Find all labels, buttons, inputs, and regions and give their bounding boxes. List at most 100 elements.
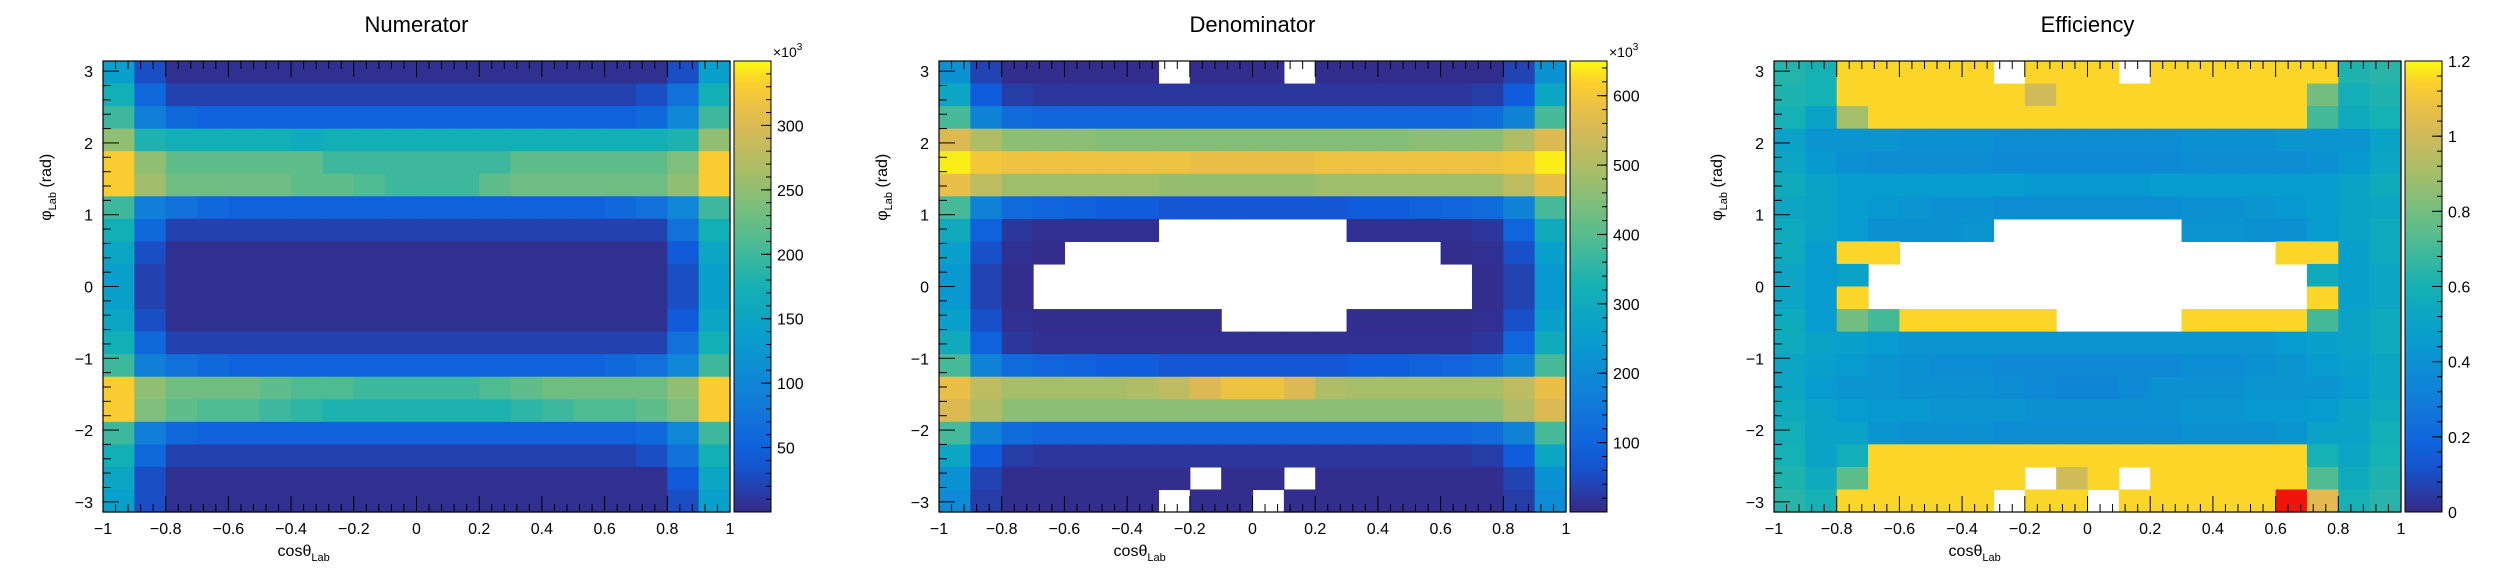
x-tick-label: 0.6	[2264, 521, 2286, 538]
heatmap-cell	[103, 331, 135, 355]
heatmap-cell	[1962, 421, 1995, 445]
heatmap-cell	[1471, 376, 1504, 400]
y-tick-label: −3	[1746, 495, 1764, 512]
heatmap-cell	[2306, 61, 2339, 85]
heatmap-cell	[385, 151, 418, 175]
heatmap-cell	[2275, 309, 2308, 333]
heatmap-cell	[1158, 106, 1191, 130]
y-axis-label-main: φ	[874, 210, 891, 220]
heatmap-cell	[197, 173, 229, 197]
heatmap-cell	[573, 83, 606, 107]
heatmap-cell	[1346, 421, 1379, 445]
heatmap-cell	[1805, 61, 1838, 85]
heatmap-cell	[1346, 399, 1379, 423]
heatmap-cell	[416, 331, 449, 355]
heatmap-cell	[1064, 151, 1097, 175]
heatmap-cell	[1283, 106, 1316, 130]
heatmap-cell	[259, 128, 292, 152]
x-tick-label: 0.6	[1429, 521, 1451, 538]
heatmap-cell	[1503, 241, 1536, 265]
heatmap-cell	[353, 151, 386, 175]
heatmap-cell	[573, 309, 606, 333]
heatmap-cell	[698, 151, 731, 175]
heatmap-cell	[970, 263, 1003, 288]
heatmap-cell	[1127, 399, 1160, 423]
heatmap-cell	[447, 309, 480, 333]
heatmap-cell	[1377, 331, 1410, 355]
x-axis: −1 −0.8 −0.6 −0.4 −0.2 0 0.2 0.4 0.6 0.8 1	[930, 61, 1571, 538]
heatmap-cell	[1377, 399, 1410, 423]
heatmap-cell	[635, 61, 668, 85]
heatmap-cell	[1127, 489, 1160, 513]
heatmap-cell	[1836, 489, 1869, 513]
heatmap-cell	[259, 376, 292, 400]
heatmap-cell	[1252, 106, 1285, 130]
heatmap-cell	[1409, 466, 1442, 491]
heatmap-cell	[1189, 173, 1222, 197]
heatmap-cell	[1774, 331, 1806, 355]
heatmap-cell	[2244, 489, 2277, 513]
colorbar-tick-label: 50	[777, 441, 795, 458]
heatmap-cell	[385, 173, 418, 197]
heatmap-cell	[541, 151, 574, 175]
heatmap-cell	[103, 421, 135, 445]
heatmap-cell	[1962, 196, 1995, 220]
heatmap-cell	[259, 218, 292, 242]
heatmap-cell	[1409, 309, 1442, 333]
heatmap-cell	[197, 421, 229, 445]
heatmap-cell	[635, 106, 668, 130]
heatmap-cell	[1503, 399, 1536, 423]
heatmap-cell	[1805, 331, 1838, 355]
heatmap-cell	[103, 61, 135, 85]
heatmap-cell	[510, 218, 543, 242]
x-tick-label: −1	[1765, 521, 1783, 538]
x-tick-label: 0.8	[1492, 521, 1514, 538]
heatmap-cell	[604, 151, 637, 175]
heatmap-cell	[1221, 444, 1254, 468]
heatmap-cell	[2181, 489, 2214, 513]
colorbar-scale-base: ×10	[773, 44, 797, 60]
heatmap-cell	[353, 376, 386, 400]
heatmap-cell	[1534, 421, 1567, 445]
heatmap-cell	[635, 241, 668, 265]
heatmap-cell	[1471, 196, 1504, 220]
heatmap-cell	[259, 399, 292, 423]
heatmap-cell	[2181, 106, 2214, 130]
heatmap-cell	[197, 399, 229, 423]
heatmap-cell	[228, 489, 261, 513]
heatmap-cell	[1001, 444, 1034, 468]
heatmap-cell	[1962, 218, 1995, 242]
heatmap-cell	[1836, 196, 1869, 220]
heatmap-cell	[1868, 354, 1900, 378]
heatmap-cell	[291, 376, 324, 400]
heatmap-cell	[2150, 466, 2183, 491]
heatmap-cell	[259, 263, 292, 288]
heatmap-cell	[2306, 444, 2339, 468]
heatmap-cell	[1409, 83, 1442, 107]
heatmap-cell	[165, 444, 198, 468]
y-tick-label: −3	[911, 495, 929, 512]
heatmap-cell	[2306, 106, 2339, 130]
heatmap-cell	[447, 489, 480, 513]
heatmap-cell	[1440, 106, 1473, 130]
heatmap-cell	[228, 331, 261, 355]
heatmap-cell	[259, 61, 292, 85]
heatmap-cell	[1805, 354, 1838, 378]
heatmap-cell	[1774, 151, 1806, 175]
heatmap-cell	[353, 399, 386, 423]
heatmap-cell	[604, 399, 637, 423]
heatmap-cell	[1805, 421, 1838, 445]
heatmap-cell	[1127, 309, 1160, 333]
heatmap-cell	[2181, 354, 2214, 378]
heatmap-cell	[165, 489, 198, 513]
heatmap-cell	[385, 196, 418, 220]
heatmap-cell	[1503, 173, 1536, 197]
heatmap-cell	[1033, 241, 1065, 265]
heatmap-cell	[2056, 354, 2089, 378]
heatmap-cell	[1033, 218, 1065, 242]
heatmap-cell	[1805, 489, 1838, 513]
heatmap-cell	[1534, 331, 1567, 355]
heatmap-cell	[291, 489, 324, 513]
heatmap-cell	[667, 106, 700, 130]
heatmap-cell	[134, 263, 167, 288]
